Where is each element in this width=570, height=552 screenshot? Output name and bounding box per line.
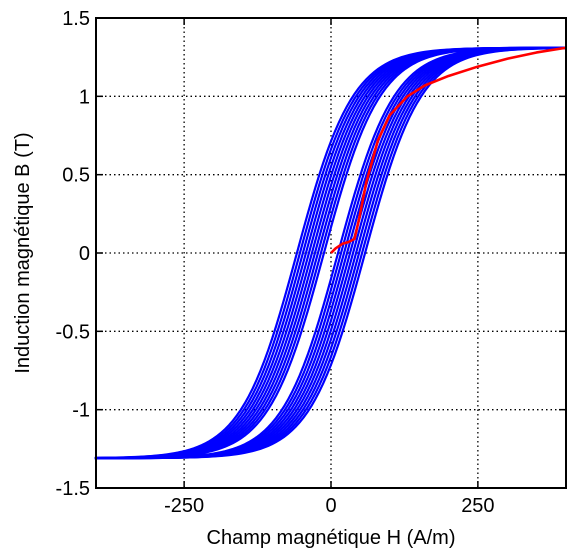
y-tick-label: -1.5	[56, 478, 90, 500]
axis-ticks: -250 0 250 -1.5 -1 -0.5 0 0.5 1 1.5	[56, 8, 566, 517]
x-tick-label: 0	[325, 495, 336, 517]
x-axis-label: Champ magnétique H (A/m)	[207, 527, 456, 549]
y-tick-label: 0.5	[62, 165, 90, 187]
x-tick-label: 250	[461, 495, 494, 517]
first-magnetization-line	[330, 46, 567, 254]
y-tick-label: -0.5	[56, 321, 90, 343]
y-tick-label: 1	[79, 86, 90, 108]
y-axis-label: Induction magnétique B (T)	[12, 132, 34, 373]
x-tick-label: -250	[164, 495, 204, 517]
y-tick-label: 0	[79, 243, 90, 265]
y-tick-label: -1	[72, 400, 90, 422]
y-tick-label: 1.5	[62, 8, 90, 30]
first-magnetization-curve	[330, 46, 567, 254]
